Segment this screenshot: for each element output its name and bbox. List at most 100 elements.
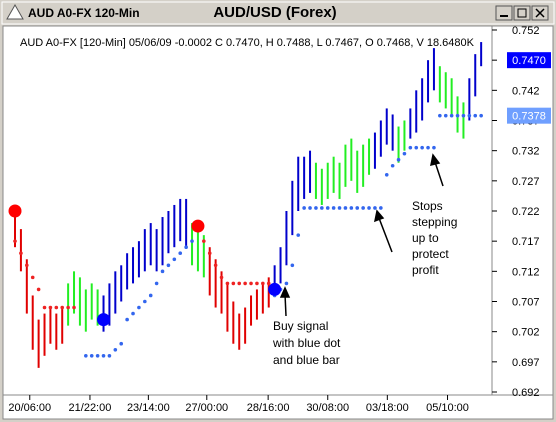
y-tick-label: 0.722 bbox=[512, 206, 540, 218]
stop-dot bbox=[225, 281, 230, 286]
arrowhead bbox=[279, 286, 291, 298]
minimize-button[interactable] bbox=[495, 5, 513, 21]
stop-dot bbox=[302, 206, 306, 210]
stop-dot bbox=[396, 157, 401, 162]
stop-dot bbox=[84, 354, 88, 358]
stop-dot bbox=[207, 251, 212, 256]
annotation: with blue dot bbox=[272, 336, 341, 350]
y-tick-label: 0.712 bbox=[512, 266, 540, 278]
stop-dot bbox=[95, 354, 100, 358]
stop-dot bbox=[160, 269, 165, 274]
stop-dot bbox=[219, 275, 224, 280]
stop-dot bbox=[314, 206, 318, 210]
stop-dot bbox=[178, 251, 183, 256]
stop-dot bbox=[467, 113, 472, 118]
app-icon bbox=[6, 3, 24, 20]
stop-dot bbox=[66, 305, 70, 310]
y-tick-label: 0.692 bbox=[512, 387, 540, 399]
stop-dot bbox=[290, 263, 295, 268]
stop-dot bbox=[432, 145, 436, 150]
stop-dot bbox=[237, 281, 242, 286]
stop-dot bbox=[261, 281, 265, 286]
stop-dot bbox=[89, 354, 94, 358]
x-tick-label: 20/06:00 bbox=[8, 402, 51, 414]
signal-dot bbox=[8, 204, 22, 218]
stop-dot bbox=[473, 113, 478, 118]
stop-dot bbox=[101, 354, 106, 358]
x-tick-label: 30/08:00 bbox=[306, 402, 349, 414]
stop-dot bbox=[379, 206, 383, 210]
stop-dot bbox=[402, 151, 407, 156]
stop-dot bbox=[426, 145, 430, 150]
price-label: 0.7470 bbox=[512, 55, 546, 67]
maximize-button[interactable] bbox=[513, 5, 531, 21]
stop-dot bbox=[384, 173, 389, 177]
stop-dot bbox=[131, 311, 135, 316]
y-tick-label: 0.732 bbox=[512, 146, 540, 158]
stop-dot bbox=[48, 305, 53, 310]
window-buttons bbox=[495, 5, 549, 21]
stop-dot bbox=[284, 281, 289, 286]
y-tick-label: 0.727 bbox=[512, 176, 540, 188]
stop-dot bbox=[414, 145, 419, 150]
stop-dot bbox=[190, 239, 194, 243]
x-tick-label: 05/10:00 bbox=[426, 402, 469, 414]
stop-dot bbox=[154, 281, 159, 286]
stop-dot bbox=[19, 251, 23, 256]
stop-dot bbox=[148, 293, 153, 298]
y-tick-label: 0.707 bbox=[512, 297, 540, 309]
stop-dot bbox=[213, 263, 218, 268]
y-tick-label: 0.752 bbox=[512, 25, 540, 37]
annotation: profit bbox=[412, 263, 439, 277]
stop-dot bbox=[107, 354, 112, 358]
annotation: and blue bar bbox=[273, 353, 340, 367]
stop-dot bbox=[172, 257, 177, 262]
stop-dot bbox=[60, 305, 65, 310]
price-label-box bbox=[507, 52, 551, 69]
stop-dot bbox=[143, 299, 147, 304]
stop-dot bbox=[266, 281, 271, 286]
stop-dot bbox=[184, 245, 188, 249]
x-tick-label: 23/14:00 bbox=[127, 402, 170, 414]
stop-dot bbox=[373, 206, 377, 210]
stop-dot bbox=[479, 113, 483, 118]
signal-dot bbox=[268, 282, 282, 296]
stop-dot bbox=[25, 263, 29, 268]
chart-title: AUD/USD (Forex) bbox=[213, 4, 336, 21]
window-title: AUD A0-FX 120-Min bbox=[28, 6, 140, 20]
stop-dot bbox=[408, 145, 413, 150]
stop-dot bbox=[337, 206, 342, 210]
signal-dot bbox=[97, 313, 111, 327]
arrow bbox=[434, 161, 444, 187]
stop-dot bbox=[137, 305, 141, 310]
annotation: Stops bbox=[412, 199, 443, 213]
x-tick-label: 27/00:00 bbox=[185, 402, 228, 414]
chart-area bbox=[2, 25, 554, 420]
x-tick-label: 28/16:00 bbox=[247, 402, 290, 414]
y-tick-label: 0.697 bbox=[512, 357, 540, 369]
stop-dot bbox=[361, 206, 365, 210]
price-label-box bbox=[507, 107, 551, 124]
stop-dot bbox=[296, 233, 301, 237]
stop-dot bbox=[36, 287, 41, 292]
x-tick-label: 03/18:00 bbox=[366, 402, 409, 414]
stop-dot bbox=[349, 206, 354, 210]
stop-dot bbox=[343, 206, 348, 210]
icon bbox=[535, 8, 545, 18]
stop-dot bbox=[308, 206, 312, 210]
stop-dot bbox=[30, 275, 35, 280]
stop-dot bbox=[455, 113, 460, 118]
stop-dot bbox=[166, 263, 171, 268]
annotation: stepping bbox=[412, 215, 457, 229]
y-tick-label: 0.742 bbox=[512, 85, 540, 97]
stop-dot bbox=[443, 113, 448, 118]
stop-dot bbox=[113, 347, 118, 352]
signal-dot bbox=[191, 219, 205, 233]
x-tick-label: 21/22:00 bbox=[69, 402, 112, 414]
stop-dot bbox=[13, 239, 17, 243]
y-tick-label: 0.702 bbox=[512, 327, 540, 339]
stop-dot bbox=[202, 239, 206, 243]
stop-dot bbox=[331, 206, 336, 210]
stop-dot bbox=[125, 317, 129, 322]
stop-dot bbox=[320, 206, 324, 210]
